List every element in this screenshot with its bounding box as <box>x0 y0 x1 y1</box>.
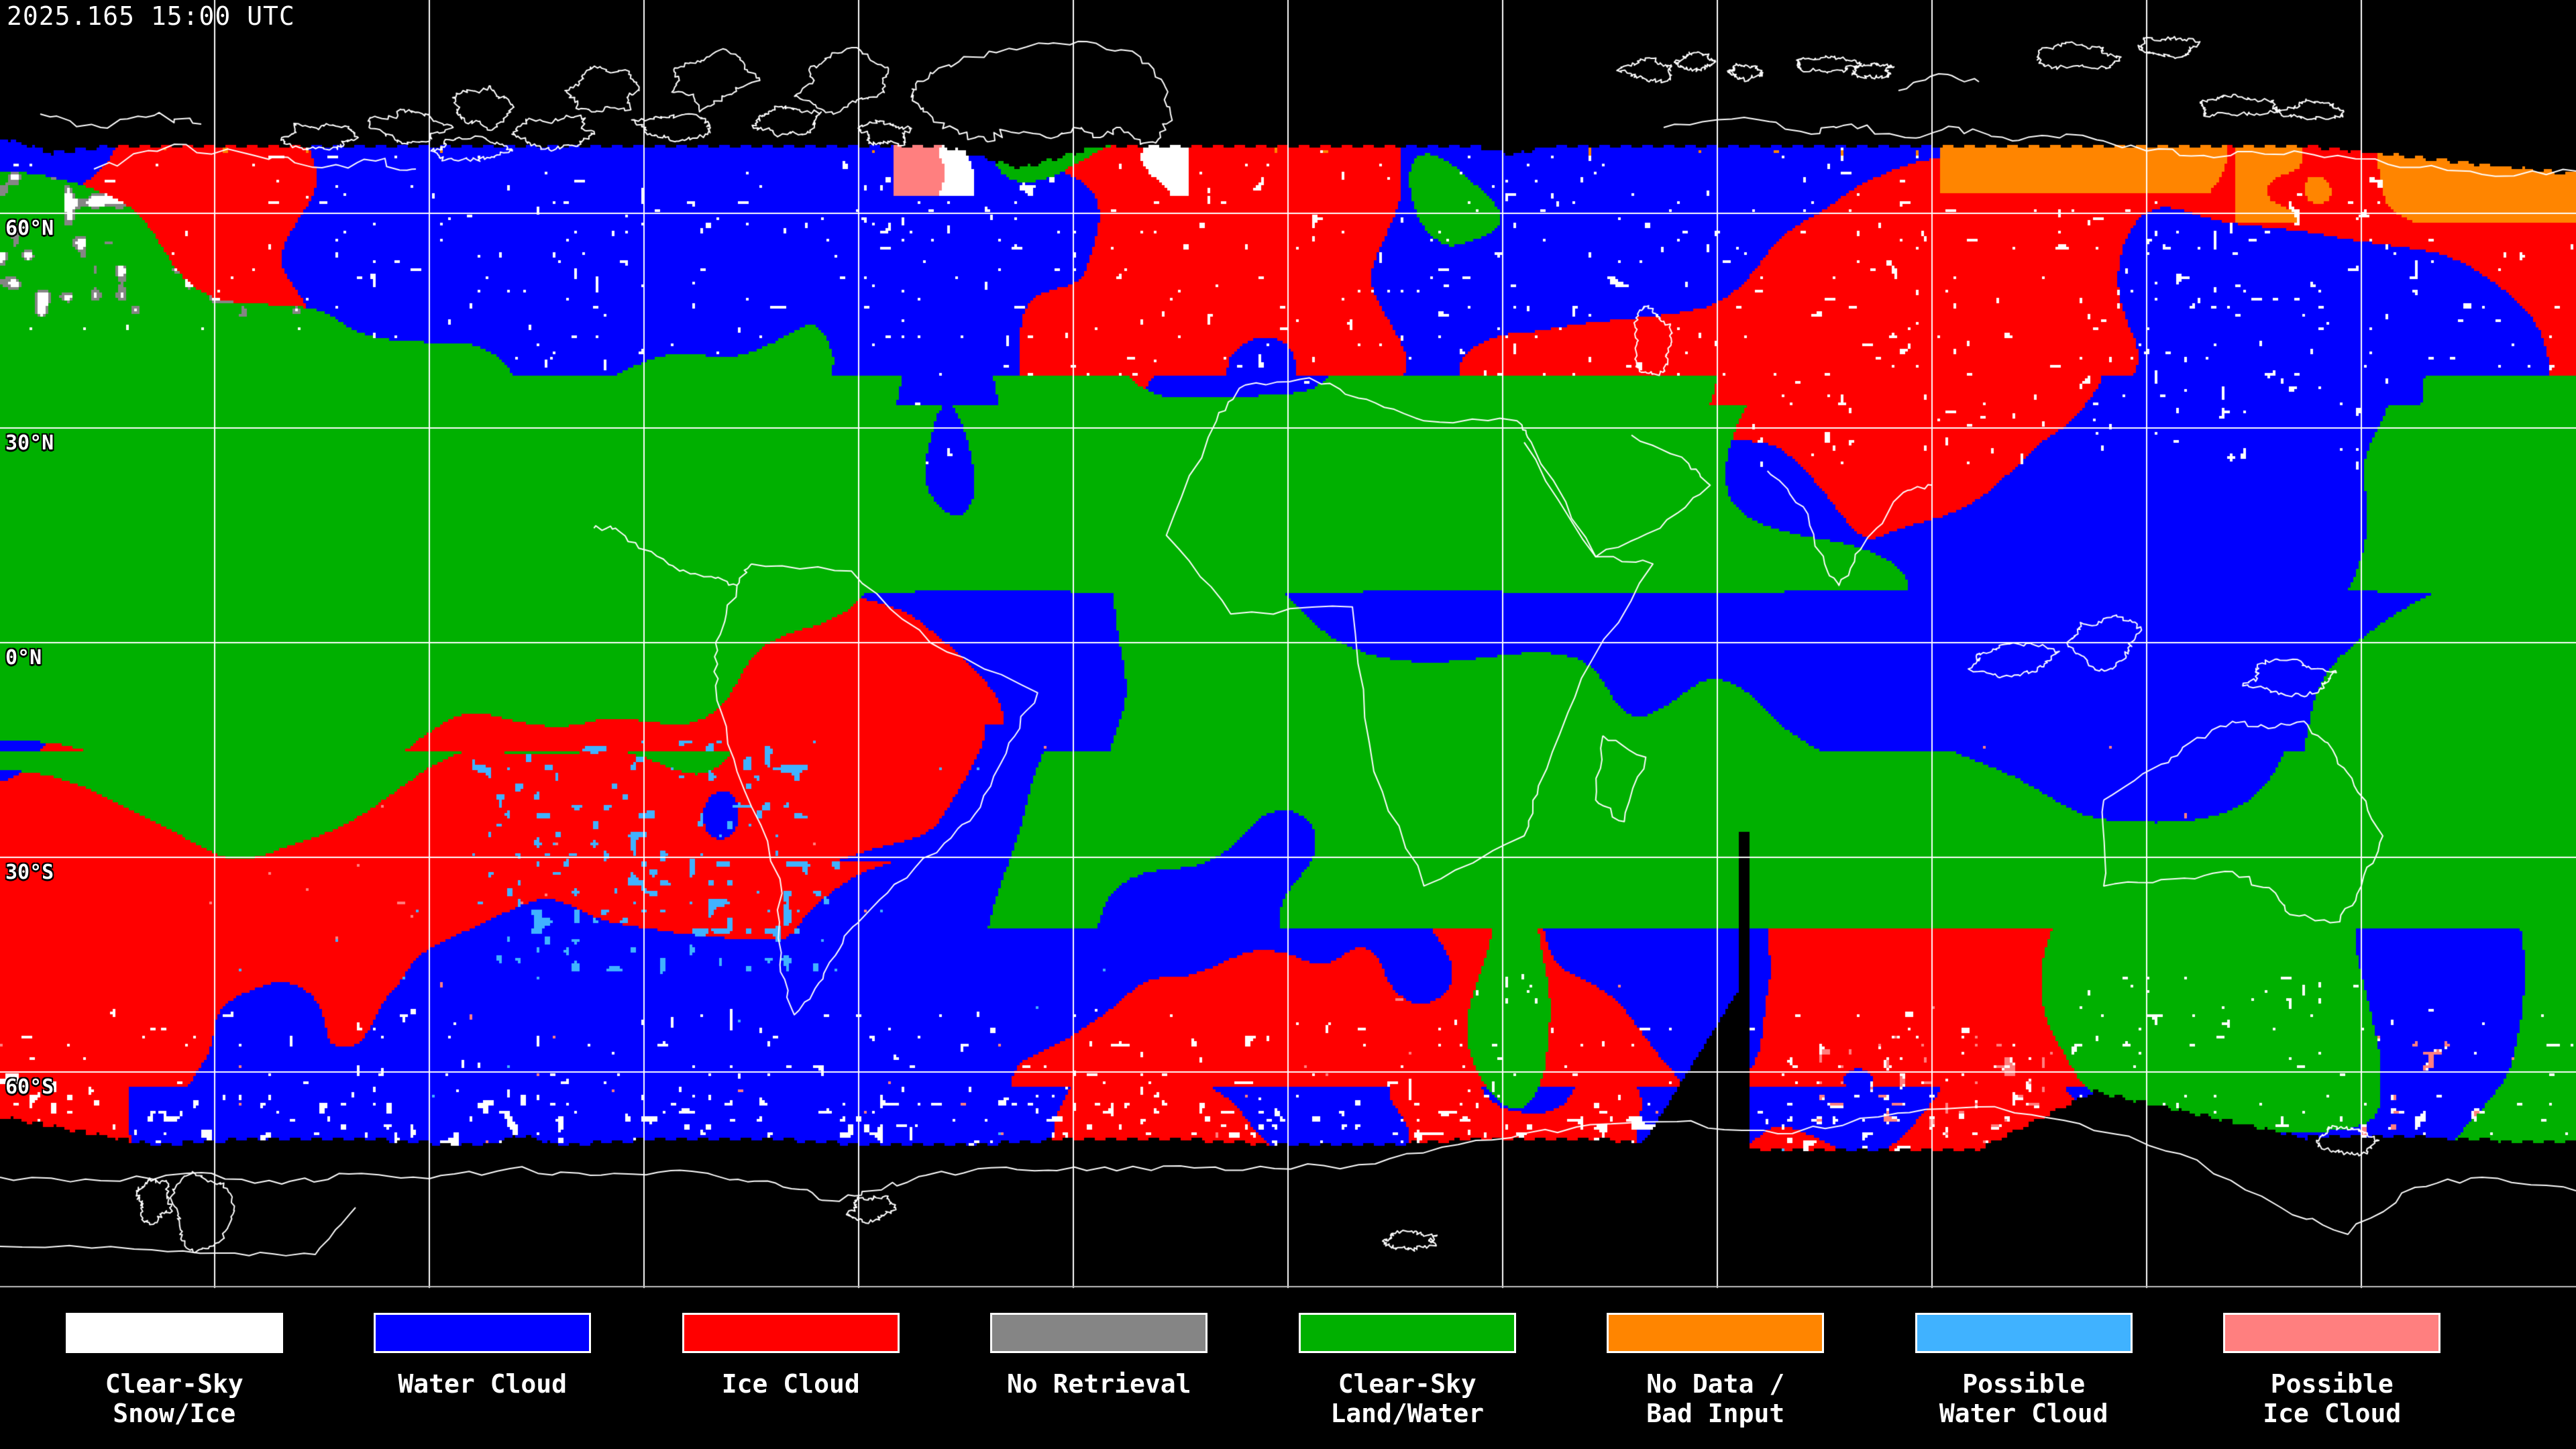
legend-label-line: No Data / <box>1646 1369 1785 1399</box>
legend-label-line: Snow/Ice <box>113 1399 236 1428</box>
legend-item-possible-ice-cloud: Possible Ice Cloud <box>2178 1301 2487 1428</box>
legend-label: No Retrieval <box>1007 1369 1191 1399</box>
legend-item-clear-sky-land-water: Clear-Sky Land/Water <box>1253 1301 1562 1428</box>
legend-label-line: Water Cloud <box>1939 1399 2108 1428</box>
legend-swatch-no-data-bad-input <box>1607 1313 1825 1353</box>
legend-label-line: Bad Input <box>1646 1399 1785 1428</box>
legend-label-line: Water Cloud <box>398 1369 568 1399</box>
legend-item-ice-cloud: Ice Cloud <box>637 1301 945 1399</box>
lat-label-0n: 0°N <box>5 646 42 669</box>
timestamp: 2025.165 15:00 UTC <box>7 1 295 31</box>
legend-label-line: Ice Cloud <box>2263 1399 2402 1428</box>
legend: Clear-Sky Snow/Ice Water Cloud Ice Cloud … <box>0 1301 2576 1449</box>
cloud-phase-map-canvas <box>0 0 2576 1301</box>
legend-label-line: Possible <box>1962 1369 2086 1399</box>
legend-item-no-data-bad-input: No Data / Bad Input <box>1562 1301 1870 1428</box>
legend-label: Clear-Sky Snow/Ice <box>105 1369 244 1428</box>
legend-label-line: Land/Water <box>1330 1399 1485 1428</box>
legend-swatch-clear-sky-land-water <box>1298 1313 1516 1353</box>
lat-label-60s: 60°S <box>5 1075 54 1099</box>
legend-item-clear-sky-snow-ice: Clear-Sky Snow/Ice <box>20 1301 329 1428</box>
legend-swatch-water-cloud <box>374 1313 592 1353</box>
legend-label-line: Clear-Sky <box>1338 1369 1477 1399</box>
lat-label-30s: 30°S <box>5 861 54 884</box>
legend-label-line: Clear-Sky <box>105 1369 244 1399</box>
legend-item-water-cloud: Water Cloud <box>329 1301 637 1399</box>
legend-label: Ice Cloud <box>722 1369 860 1399</box>
legend-label: Possible Ice Cloud <box>2263 1369 2401 1428</box>
legend-swatch-clear-sky-snow-ice <box>65 1313 283 1353</box>
lat-label-30n: 30°N <box>5 431 54 455</box>
legend-label: Water Cloud <box>398 1369 567 1399</box>
legend-label-line: Ice Cloud <box>721 1369 860 1399</box>
legend-label-line: No Retrieval <box>1006 1369 1191 1399</box>
legend-label-line: Possible <box>2270 1369 2394 1399</box>
legend-swatch-possible-ice-cloud <box>2223 1313 2441 1353</box>
lat-label-60n: 60°N <box>5 217 54 240</box>
legend-item-possible-water-cloud: Possible Water Cloud <box>1870 1301 2178 1428</box>
legend-label: No Data / Bad Input <box>1646 1369 1784 1428</box>
legend-label: Possible Water Cloud <box>1939 1369 2108 1428</box>
legend-label: Clear-Sky Land/Water <box>1330 1369 1484 1428</box>
legend-item-no-retrieval: No Retrieval <box>945 1301 1254 1399</box>
legend-swatch-no-retrieval <box>990 1313 1208 1353</box>
legend-swatch-possible-water-cloud <box>1915 1313 2133 1353</box>
legend-swatch-ice-cloud <box>682 1313 900 1353</box>
